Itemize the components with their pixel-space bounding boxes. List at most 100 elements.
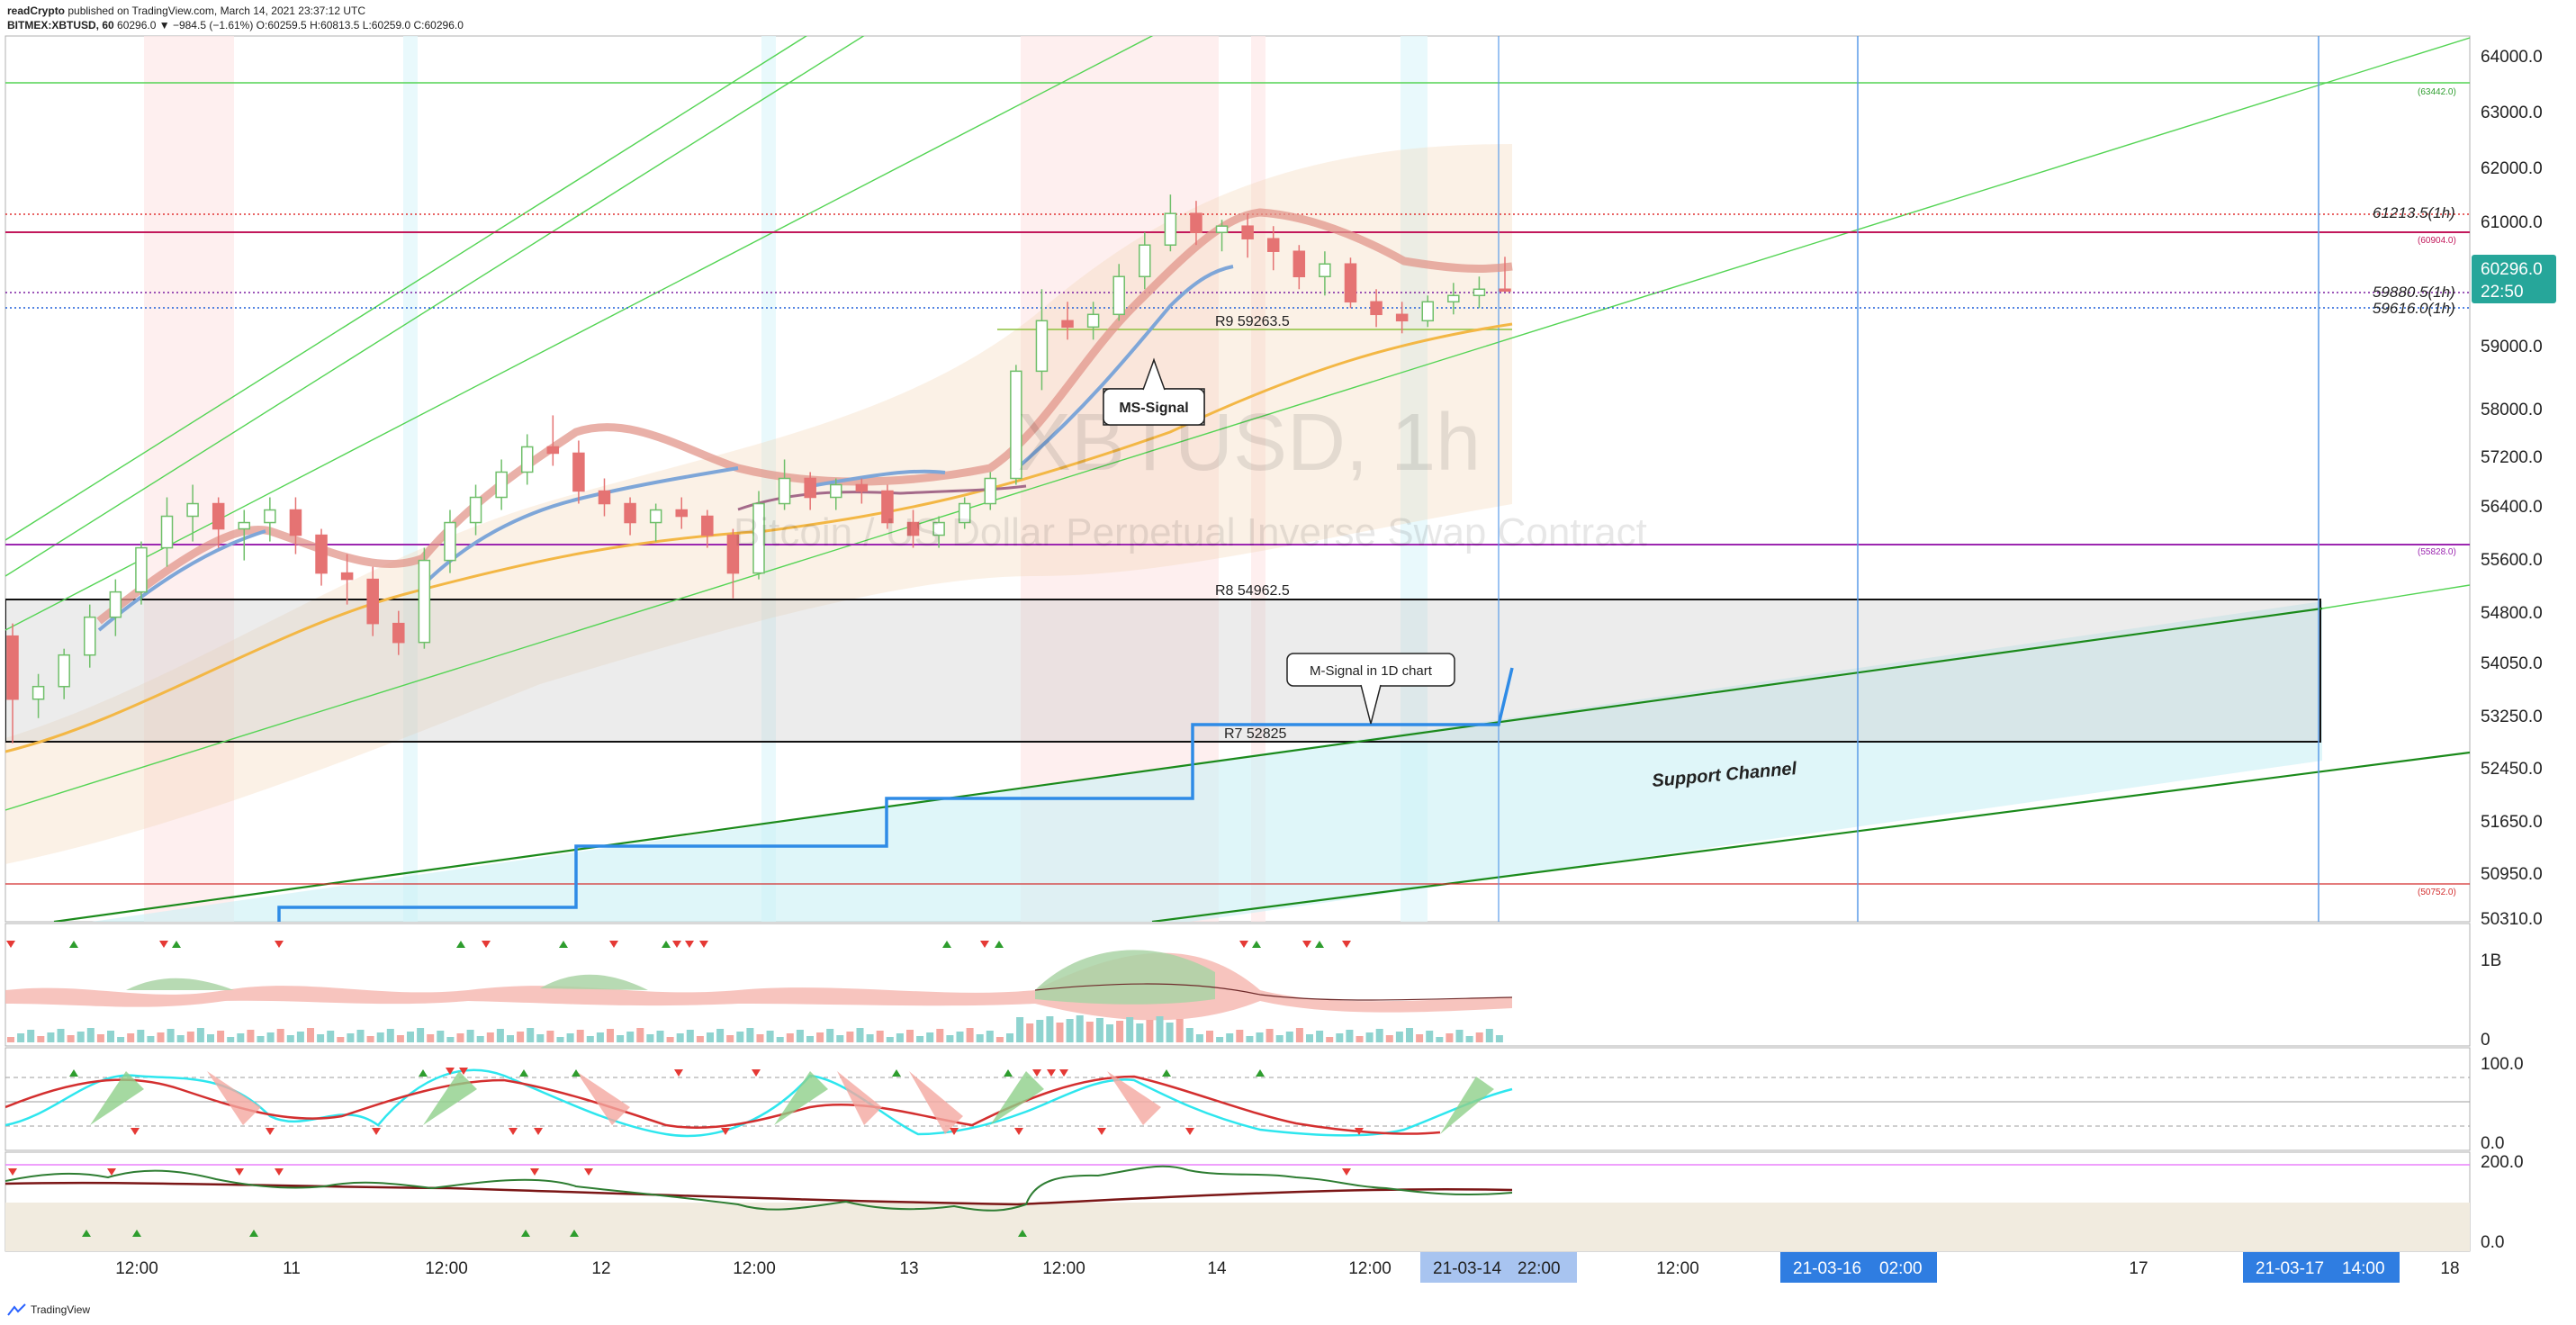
candle-body	[906, 521, 920, 536]
candle-body	[366, 578, 379, 625]
osc1-axis-top: 100.0	[2481, 1055, 2524, 1074]
sell-arrow	[1342, 941, 1351, 948]
oscillator-pane[interactable]	[5, 1047, 2471, 1151]
volume-bar	[1195, 1034, 1203, 1042]
sell-arrow	[159, 941, 168, 948]
volume-bar	[1485, 1029, 1493, 1042]
price-tick-label: 55600.0	[2481, 551, 2543, 570]
volume-bar	[736, 1032, 744, 1042]
sell-arrow	[482, 941, 491, 948]
volume-bar	[417, 1028, 425, 1042]
footer-brand[interactable]: TradingView	[31, 1303, 91, 1316]
volume-bar	[566, 1033, 574, 1042]
buy-arrow	[519, 1069, 528, 1077]
candle-body	[1215, 225, 1229, 233]
publisher-name[interactable]: readCrypto	[7, 5, 66, 17]
volume-bar	[846, 1032, 854, 1042]
candle-body	[1293, 250, 1306, 278]
buy-arrow	[1018, 1230, 1027, 1237]
marker-date-2: 21-03-17	[2256, 1259, 2324, 1278]
volume-bar	[1006, 1033, 1013, 1042]
volume-bar	[1475, 1032, 1483, 1042]
m-signal-callout-text: M-Signal in 1D chart	[1310, 663, 1433, 679]
buy-arrow	[82, 1230, 91, 1237]
price-tick-label: 62000.0	[2481, 159, 2543, 178]
candle-body	[726, 534, 740, 574]
candle-body	[1447, 294, 1460, 303]
volume-bar	[327, 1031, 335, 1042]
candle-body	[84, 616, 96, 656]
volume-bar	[1116, 1021, 1124, 1042]
candle-body	[1112, 275, 1125, 316]
volume-bar	[1046, 1016, 1054, 1042]
watermark-description: Bitcoin / US Dollar Perpetual Inverse Sw…	[734, 510, 1647, 554]
volume-bar	[237, 1033, 245, 1042]
sell-arrow	[609, 941, 618, 948]
volume-bar	[27, 1030, 35, 1042]
price-tick-label: 53250.0	[2481, 708, 2543, 726]
sell-arrow	[266, 1128, 275, 1135]
volume-bar	[1056, 1023, 1064, 1042]
symbol-line: BITMEX:XBTUSD, 60	[7, 19, 114, 32]
candle-body	[238, 521, 251, 530]
cursor-date-tag: 21-03-14 22:00	[1420, 1252, 1577, 1283]
time-tick-label: 12:00	[1348, 1259, 1392, 1278]
price-tick-label: 57200.0	[2481, 448, 2543, 467]
ms-signal-callout[interactable]: MS-Signal	[1103, 357, 1205, 426]
osc1-axis-bottom: 0.0	[2481, 1134, 2504, 1153]
volume-bar	[766, 1031, 774, 1042]
candle-body	[160, 515, 174, 549]
price-tick-label: 54800.0	[2481, 604, 2543, 623]
candle-body	[1190, 212, 1202, 233]
volume-bar	[1465, 1036, 1473, 1042]
volume-bar	[1375, 1029, 1383, 1042]
volume-bar	[67, 1035, 75, 1042]
price-tick-label: 51650.0	[2481, 813, 2543, 832]
volume-bar	[437, 1031, 445, 1042]
candle-body	[32, 685, 45, 700]
ms-signal-callout-text: MS-Signal	[1119, 401, 1188, 416]
volume-bar	[207, 1034, 214, 1042]
buy-arrow	[572, 1069, 581, 1077]
volume-bar	[1446, 1033, 1454, 1042]
buy-arrow	[132, 1230, 141, 1237]
sell-arrow	[584, 1168, 593, 1176]
volume-bar	[1226, 1033, 1234, 1042]
sell-arrow	[131, 1128, 140, 1135]
volume-bar	[1326, 1037, 1334, 1042]
time-tick-label: 12:00	[115, 1259, 158, 1278]
volume-bar	[856, 1028, 864, 1042]
m-signal-callout[interactable]: M-Signal in 1D chart	[1286, 653, 1455, 725]
momentum-content	[5, 1164, 2470, 1251]
sell-arrow	[1302, 941, 1311, 948]
volume-bar	[507, 1035, 514, 1042]
price-axis[interactable]: 64000.063000.062000.061000.060000.059000…	[2481, 48, 2543, 929]
sell-arrow	[699, 941, 708, 948]
candle-body	[624, 502, 636, 524]
sell-arrow	[6, 941, 15, 948]
candle-body	[1395, 313, 1409, 322]
volume-bar	[17, 1033, 25, 1042]
time-axis[interactable]: 12:00 11 12:00 12 12:00 13 12:00 14 12:00 12:00 17…	[115, 1259, 2459, 1278]
volume-bar	[286, 1035, 294, 1042]
sell-arrow	[509, 1128, 518, 1135]
candle-body	[264, 509, 276, 524]
volume-bar	[1066, 1019, 1074, 1042]
price-tick-label: 61000.0	[2481, 213, 2543, 232]
sell-arrow	[107, 1168, 116, 1176]
m-signal-1d-line	[277, 667, 1514, 922]
ms-signal-band	[96, 208, 1513, 625]
marker-time-1: 02:00	[1879, 1259, 1923, 1278]
volume-bar	[596, 1032, 604, 1042]
candle-body	[109, 590, 122, 618]
volume-bar	[836, 1035, 844, 1042]
volume-bar	[1166, 1023, 1174, 1042]
oscillator-content	[5, 1068, 2470, 1138]
volume-bar	[1246, 1036, 1254, 1042]
candle-body	[58, 653, 70, 688]
sell-arrow	[1047, 1069, 1056, 1077]
buy-arrow	[662, 941, 671, 948]
volume-bar	[517, 1032, 525, 1042]
volume-bar	[486, 1032, 494, 1042]
